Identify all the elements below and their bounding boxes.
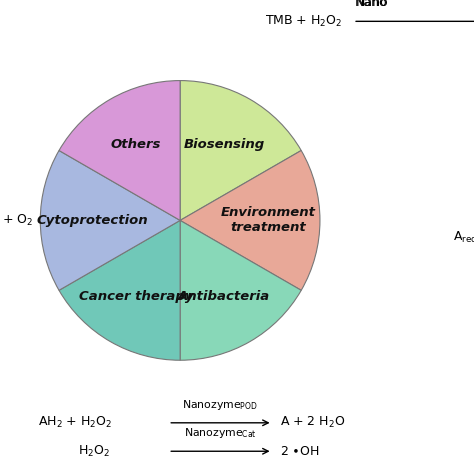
- Text: Cancer therapy: Cancer therapy: [79, 290, 193, 303]
- Text: Nano: Nano: [355, 0, 387, 9]
- Text: H$_2$O$_2$: H$_2$O$_2$: [78, 444, 110, 459]
- Wedge shape: [180, 220, 301, 360]
- Wedge shape: [180, 81, 301, 220]
- Wedge shape: [59, 220, 180, 360]
- Text: Nano: Nano: [356, 0, 388, 9]
- Text: TMB + H$_2$O$_2$: TMB + H$_2$O$_2$: [265, 14, 343, 29]
- Text: Biosensing: Biosensing: [183, 137, 265, 151]
- Text: Cytoprotection: Cytoprotection: [36, 214, 148, 227]
- Text: + O$_2$: + O$_2$: [2, 213, 33, 228]
- Text: Environment
treatment: Environment treatment: [221, 206, 316, 235]
- Wedge shape: [59, 81, 180, 220]
- Wedge shape: [180, 151, 320, 290]
- Wedge shape: [40, 150, 180, 290]
- Text: Nanozyme$_{\mathregular{POD}}$: Nanozyme$_{\mathregular{POD}}$: [182, 398, 258, 412]
- Text: 2 $\bullet$OH: 2 $\bullet$OH: [280, 445, 319, 458]
- Text: Nanozyme$_{\mathregular{Cat}}$: Nanozyme$_{\mathregular{Cat}}$: [184, 426, 257, 440]
- Text: A + 2 H$_2$O: A + 2 H$_2$O: [280, 415, 345, 430]
- Text: A$_{\mathregular{red}}$: A$_{\mathregular{red}}$: [453, 229, 474, 245]
- Text: Antibacteria: Antibacteria: [178, 290, 270, 303]
- Text: AH$_2$ + H$_2$O$_2$: AH$_2$ + H$_2$O$_2$: [38, 415, 112, 430]
- Text: Others: Others: [111, 137, 161, 151]
